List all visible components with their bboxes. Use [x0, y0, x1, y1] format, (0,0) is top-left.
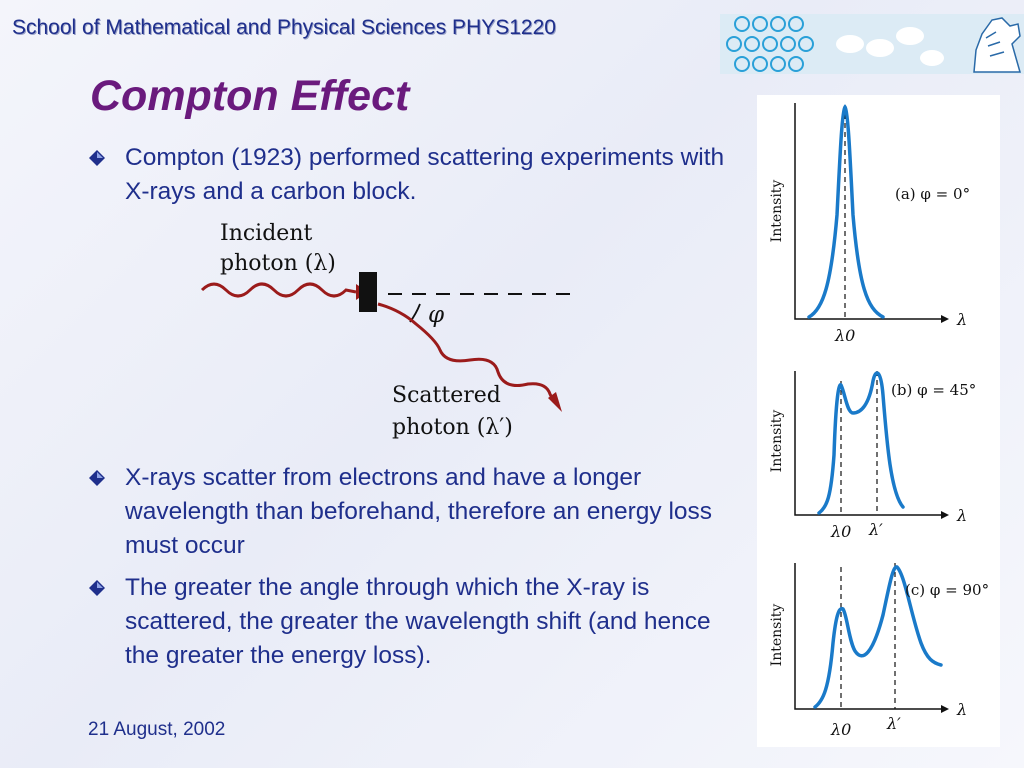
bullet-item: Compton (1923) performed scattering expe… [88, 141, 728, 209]
graph-b-xlabel: λ [956, 506, 967, 525]
intensity-curve-c [813, 565, 943, 709]
scattered-arrowhead [548, 392, 562, 412]
diamond-bullet-icon [89, 150, 105, 166]
bullet-text: Compton (1923) performed scattering expe… [125, 144, 725, 205]
bullet-text: The greater the angle through which the … [125, 574, 711, 669]
compton-scattering-diagram: Incident photon (λ) φ Scattered photon (… [200, 221, 575, 440]
incident-label-line2: photon (λ) [220, 251, 336, 276]
diamond-bullet-icon [89, 470, 105, 486]
bullet-item: The greater the angle through which the … [88, 571, 728, 673]
diamond-bullet-icon [89, 580, 105, 596]
scattered-photon-wave [377, 302, 556, 403]
bullet-item: X-rays scatter from electrons and have a… [88, 461, 728, 563]
graph-c-xlabel: λ [956, 700, 967, 719]
incident-photon-wave [200, 282, 357, 298]
graph-a-caption: (a) φ = 0° [895, 185, 970, 203]
graph-a-ylabel: Intensity [769, 180, 785, 243]
intensity-curve-b [817, 371, 905, 515]
bullet-text: X-rays scatter from electrons and have a… [125, 464, 713, 559]
university-logo [720, 14, 1024, 74]
graph-c-tick-lambda0: λ0 [830, 720, 851, 739]
scattered-label-line2: photon (λ′) [392, 415, 513, 440]
slide-date: 21 August, 2002 [88, 719, 226, 740]
graph-a-tick-lambda0: λ0 [834, 326, 855, 345]
graph-b-ylabel: Intensity [769, 410, 785, 473]
angle-label: φ [428, 302, 445, 328]
compton-intensity-graphs: Intensity Intensity Intensity (a) φ = 0°… [757, 95, 1000, 747]
scattered-label-line1: Scattered [392, 383, 501, 408]
graph-b-tick-lambda0: λ0 [830, 522, 851, 541]
slide-title: Compton Effect [90, 72, 410, 120]
incident-label-line1: Incident [220, 221, 312, 246]
graph-c-caption: (c) φ = 90° [905, 581, 989, 599]
graph-b-caption: (b) φ = 45° [891, 381, 976, 399]
graph-c-ylabel: Intensity [769, 604, 785, 667]
graph-c-tick-lambda-prime: λ′ [886, 714, 901, 733]
graph-b-tick-lambda-prime: λ′ [868, 520, 883, 539]
intensity-curve-a [807, 104, 885, 319]
course-header: School of Mathematical and Physical Scie… [12, 16, 556, 39]
graph-a-xlabel: λ [956, 310, 967, 329]
carbon-block [359, 272, 377, 312]
